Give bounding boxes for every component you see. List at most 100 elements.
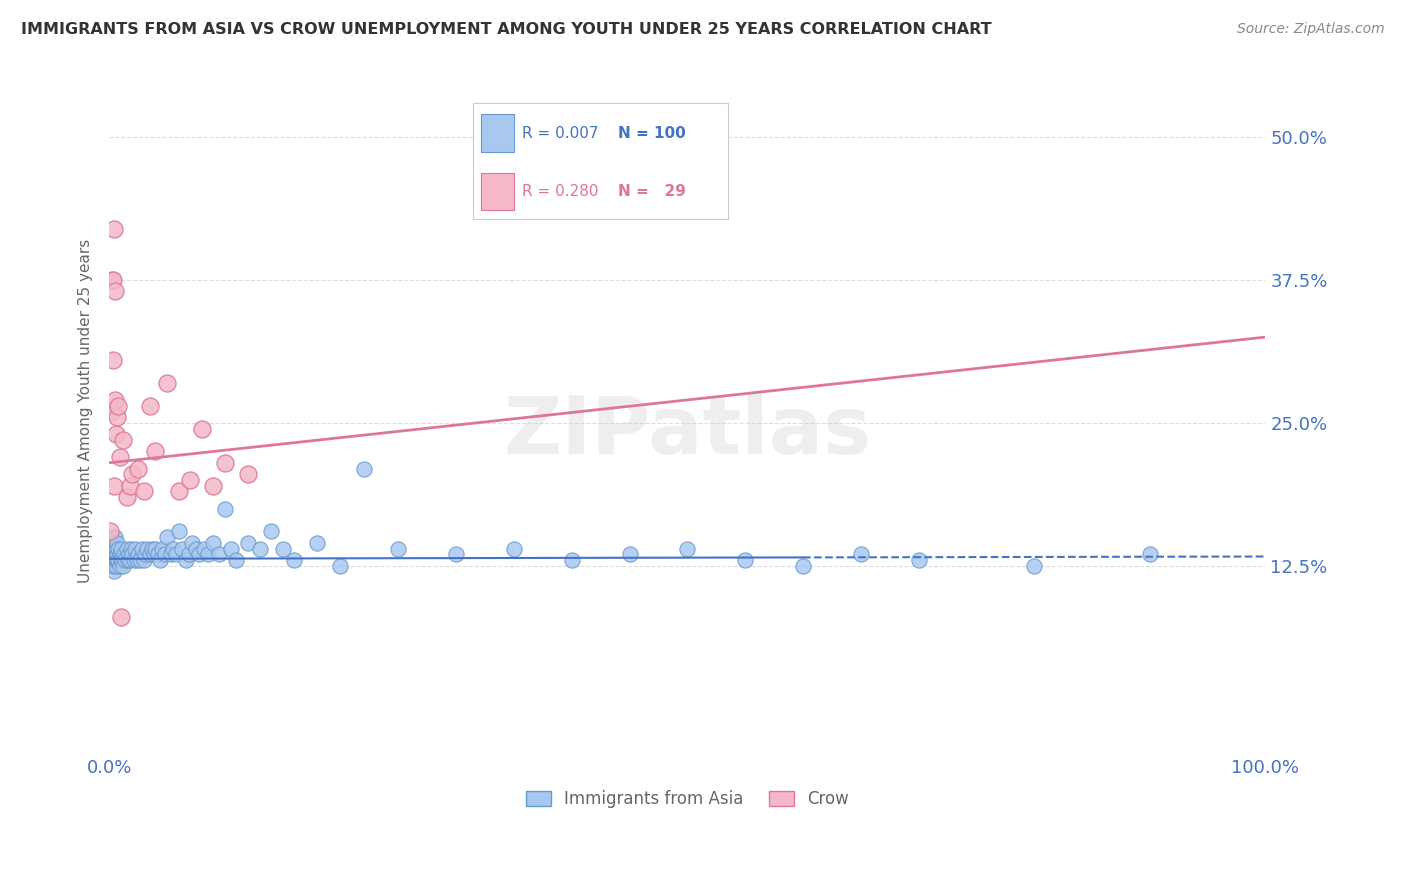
Point: [118, 547, 141, 561]
Point: [159, 547, 181, 561]
Point: [236, 467, 259, 482]
Point: [619, 547, 641, 561]
Point: [100, 547, 122, 561]
Point: [122, 553, 145, 567]
Point: [101, 536, 124, 550]
Point: [153, 547, 176, 561]
Point: [249, 541, 271, 556]
Point: [146, 547, 169, 561]
Point: [174, 553, 197, 567]
Point: [105, 558, 128, 573]
Point: [444, 547, 467, 561]
Point: [561, 553, 583, 567]
Point: [103, 541, 125, 556]
Point: [101, 547, 124, 561]
Point: [190, 421, 212, 435]
Point: [219, 541, 242, 556]
Point: [101, 353, 124, 368]
Point: [1139, 547, 1161, 561]
Point: [100, 536, 122, 550]
Point: [849, 547, 872, 561]
Point: [129, 553, 152, 567]
Point: [101, 530, 124, 544]
Point: [156, 376, 179, 390]
Point: [108, 547, 131, 561]
Point: [107, 541, 129, 556]
Point: [167, 524, 190, 539]
Point: [103, 536, 125, 550]
Point: [110, 553, 132, 567]
Point: [907, 553, 929, 567]
Point: [162, 541, 184, 556]
Point: [792, 558, 814, 573]
Point: [172, 541, 194, 556]
Point: [108, 558, 131, 573]
Point: [503, 541, 526, 556]
Text: Source: ZipAtlas.com: Source: ZipAtlas.com: [1237, 22, 1385, 37]
Point: [145, 444, 167, 458]
Point: [387, 541, 409, 556]
Point: [121, 547, 143, 561]
Point: [136, 541, 159, 556]
Point: [100, 541, 122, 556]
Point: [100, 553, 122, 567]
Point: [100, 536, 122, 550]
Point: [107, 399, 129, 413]
Point: [329, 558, 352, 573]
Point: [177, 547, 200, 561]
Point: [131, 541, 153, 556]
Point: [114, 553, 136, 567]
Point: [101, 541, 124, 556]
Point: [149, 553, 172, 567]
Point: [118, 478, 141, 492]
Point: [108, 450, 131, 464]
Point: [283, 553, 305, 567]
Point: [127, 547, 149, 561]
Point: [138, 547, 160, 561]
Point: [103, 478, 125, 492]
Point: [104, 285, 127, 299]
Point: [676, 541, 699, 556]
Point: [105, 536, 128, 550]
Point: [100, 524, 122, 539]
Point: [214, 456, 236, 470]
Point: [104, 392, 127, 407]
Point: [105, 553, 128, 567]
Point: [193, 541, 215, 556]
Point: [112, 433, 135, 447]
Point: [132, 484, 155, 499]
Point: [202, 478, 225, 492]
Point: [105, 410, 128, 425]
Point: [120, 541, 142, 556]
Point: [1024, 558, 1046, 573]
Text: IMMIGRANTS FROM ASIA VS CROW UNEMPLOYMENT AMONG YOUTH UNDER 25 YEARS CORRELATION: IMMIGRANTS FROM ASIA VS CROW UNEMPLOYMEN…: [21, 22, 991, 37]
Point: [202, 536, 225, 550]
Point: [208, 547, 231, 561]
Point: [110, 547, 132, 561]
Point: [100, 273, 122, 287]
Point: [104, 541, 127, 556]
Point: [101, 553, 124, 567]
Point: [105, 553, 128, 567]
Point: [138, 399, 160, 413]
Point: [104, 547, 127, 561]
Point: [104, 530, 127, 544]
Point: [117, 553, 139, 567]
Point: [132, 553, 155, 567]
Point: [156, 530, 179, 544]
Point: [134, 547, 156, 561]
Point: [167, 484, 190, 499]
Point: [734, 553, 756, 567]
Point: [197, 547, 219, 561]
Point: [107, 553, 129, 567]
Point: [188, 547, 211, 561]
Point: [112, 558, 135, 573]
Point: [260, 524, 283, 539]
Y-axis label: Unemployment Among Youth under 25 years: Unemployment Among Youth under 25 years: [79, 239, 93, 583]
Point: [105, 541, 128, 556]
Point: [105, 547, 128, 561]
Point: [115, 541, 138, 556]
Point: [103, 553, 125, 567]
Point: [105, 427, 128, 442]
Point: [104, 553, 127, 567]
